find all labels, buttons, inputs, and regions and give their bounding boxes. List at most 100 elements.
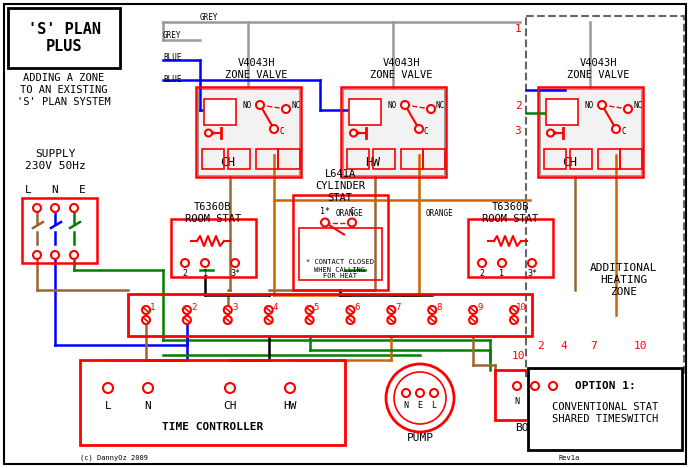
Text: ORANGE: ORANGE (426, 210, 454, 219)
Text: ORANGE: ORANGE (336, 210, 364, 219)
Text: NO: NO (243, 101, 252, 110)
Text: M: M (216, 105, 224, 118)
Bar (598, 149, 620, 169)
Text: CH: CH (220, 155, 235, 168)
Text: T6360B
ROOM STAT: T6360B ROOM STAT (482, 202, 538, 224)
Text: 1*: 1* (320, 207, 330, 216)
Circle shape (387, 306, 395, 314)
Text: 1: 1 (515, 24, 522, 34)
Circle shape (285, 383, 295, 393)
Circle shape (531, 382, 539, 390)
Text: 9: 9 (477, 302, 483, 312)
Circle shape (321, 219, 329, 227)
Text: V4043H
ZONE VALVE: V4043H ZONE VALVE (225, 58, 287, 80)
Text: PUMP: PUMP (406, 433, 433, 443)
Text: N: N (145, 401, 151, 411)
Circle shape (306, 306, 313, 314)
Bar (342, 89, 444, 175)
Text: M: M (361, 105, 368, 118)
Circle shape (231, 259, 239, 267)
Text: 2: 2 (515, 101, 522, 111)
Circle shape (142, 316, 150, 324)
Text: 10: 10 (633, 341, 647, 351)
Circle shape (103, 383, 113, 393)
Text: V4043H
ZONE VALVE: V4043H ZONE VALVE (370, 58, 432, 80)
Text: CH: CH (562, 155, 577, 168)
Circle shape (33, 251, 41, 259)
Text: * CONTACT CLOSED
WHEN CALLING
FOR HEAT: * CONTACT CLOSED WHEN CALLING FOR HEAT (306, 259, 374, 279)
Bar (373, 149, 395, 169)
Text: 1: 1 (500, 269, 504, 278)
Text: ADDITIONAL
HEATING
ZONE: ADDITIONAL HEATING ZONE (590, 263, 658, 297)
Text: E: E (533, 397, 538, 407)
Circle shape (256, 101, 264, 109)
Text: N: N (515, 397, 520, 407)
Circle shape (402, 389, 410, 397)
Circle shape (510, 306, 518, 314)
Circle shape (70, 251, 78, 259)
Circle shape (51, 204, 59, 212)
Bar (400, 149, 422, 169)
Text: BLUE: BLUE (163, 53, 181, 63)
Text: L641A
CYLINDER
STAT: L641A CYLINDER STAT (315, 169, 365, 203)
Circle shape (181, 259, 189, 267)
Text: 10: 10 (511, 351, 525, 361)
Bar (620, 149, 642, 169)
Bar (468, 219, 553, 277)
Circle shape (427, 105, 435, 113)
Circle shape (612, 125, 620, 133)
Text: HW: HW (284, 401, 297, 411)
Bar (80, 360, 345, 445)
Text: 10: 10 (515, 302, 526, 312)
Circle shape (143, 383, 153, 393)
Bar (8, 8, 120, 68)
Text: 5: 5 (314, 302, 319, 312)
Circle shape (469, 306, 477, 314)
Text: C: C (279, 126, 284, 136)
Bar (346, 149, 368, 169)
Bar (340, 87, 446, 177)
Text: C: C (350, 207, 355, 216)
Circle shape (348, 219, 356, 227)
Text: V4043H
ZONE VALVE: V4043H ZONE VALVE (566, 58, 629, 80)
Bar (495, 370, 575, 420)
Bar (170, 219, 255, 277)
Text: 1: 1 (150, 302, 156, 312)
Text: L: L (431, 402, 437, 410)
Text: L: L (551, 397, 555, 407)
Circle shape (201, 259, 209, 267)
Text: CONVENTIONAL STAT
SHARED TIMESWITCH: CONVENTIONAL STAT SHARED TIMESWITCH (552, 402, 658, 424)
Circle shape (428, 316, 436, 324)
Text: 1: 1 (202, 269, 208, 278)
Text: E: E (417, 402, 422, 410)
Text: C: C (621, 126, 626, 136)
Circle shape (598, 101, 606, 109)
Circle shape (33, 204, 41, 212)
Circle shape (415, 125, 423, 133)
Circle shape (416, 389, 424, 397)
Circle shape (224, 306, 232, 314)
Text: OPTION 1:: OPTION 1: (575, 381, 635, 391)
Circle shape (469, 316, 477, 324)
Circle shape (387, 316, 395, 324)
Circle shape (205, 130, 212, 137)
Bar (569, 149, 591, 169)
Circle shape (624, 105, 632, 113)
Bar (128, 294, 532, 336)
Bar (422, 149, 444, 169)
Text: BOILER: BOILER (515, 423, 555, 433)
Circle shape (513, 382, 521, 390)
Circle shape (142, 306, 150, 314)
Text: NC: NC (436, 101, 445, 110)
Circle shape (306, 316, 313, 324)
Bar (204, 99, 235, 125)
Circle shape (265, 316, 273, 324)
Bar (293, 195, 388, 290)
Text: C: C (424, 126, 428, 136)
Circle shape (346, 316, 355, 324)
Bar (540, 89, 640, 175)
Text: NO: NO (388, 101, 397, 110)
Circle shape (549, 382, 557, 390)
Text: 4: 4 (560, 341, 567, 351)
Text: SUPPLY
230V 50Hz: SUPPLY 230V 50Hz (25, 149, 86, 171)
